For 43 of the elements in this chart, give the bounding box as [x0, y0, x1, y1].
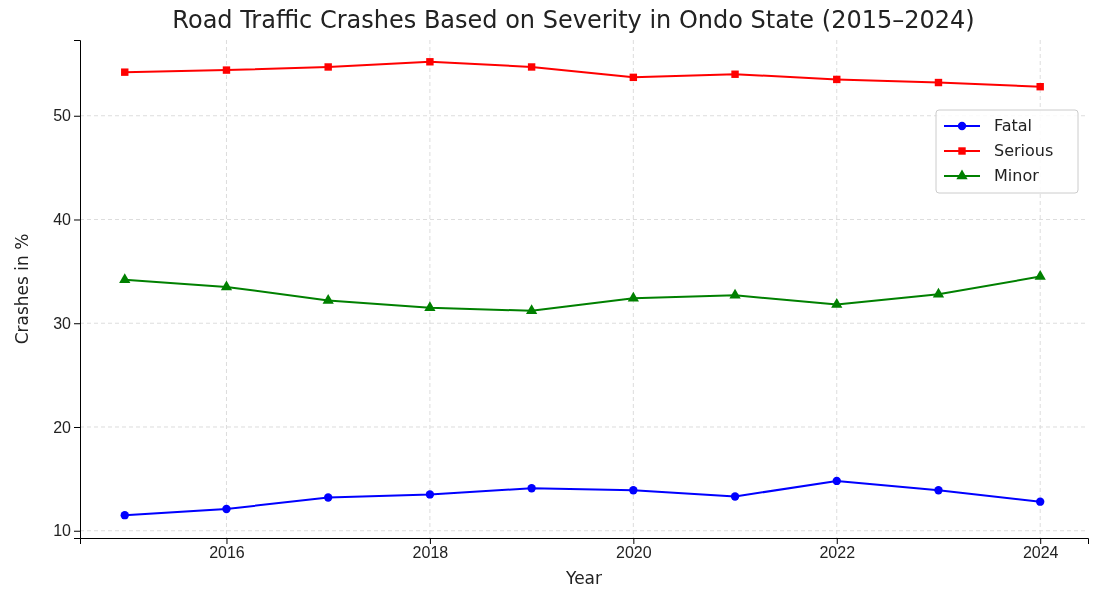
- point: [426, 58, 434, 66]
- point: [932, 287, 945, 298]
- y-tick-label: 30: [53, 314, 72, 332]
- point: [832, 476, 841, 486]
- y-axis-title: Crashes in %: [12, 233, 32, 345]
- y-tick-label: 50: [53, 107, 72, 125]
- x-tick-label: 2016: [209, 544, 245, 562]
- point: [729, 288, 741, 299]
- legend-label: Serious: [994, 141, 1054, 160]
- chart-title: Road Traffic Crashes Based on Severity in Ondo State (2015–2024): [172, 6, 975, 34]
- x-tick-label: 2018: [412, 544, 449, 562]
- point: [627, 291, 639, 302]
- point: [424, 301, 436, 311]
- point: [322, 293, 334, 304]
- point: [525, 304, 538, 315]
- point: [730, 492, 740, 501]
- point: [220, 280, 233, 291]
- x-tick-label: 2022: [819, 544, 856, 562]
- point: [119, 273, 131, 283]
- point: [324, 493, 333, 502]
- y-tick-label: 10: [53, 522, 72, 540]
- legend-label: Minor: [994, 166, 1040, 185]
- point: [934, 486, 943, 495]
- point: [731, 70, 739, 78]
- point: [324, 63, 332, 71]
- x-tick-label: 2024: [1022, 544, 1059, 562]
- point: [121, 68, 129, 76]
- x-tick-label: 2020: [616, 544, 652, 562]
- legend-label: Fatal: [994, 116, 1033, 135]
- point: [527, 63, 536, 71]
- point: [425, 490, 435, 499]
- point: [1036, 82, 1044, 91]
- point: [629, 486, 638, 495]
- point: [831, 298, 843, 308]
- point: [1036, 497, 1045, 506]
- point: [222, 504, 231, 514]
- y-tick-label: 20: [53, 418, 72, 436]
- point: [1034, 270, 1046, 280]
- y-tick-label: 40: [53, 211, 72, 229]
- x-axis-title: Year: [565, 568, 602, 588]
- point: [527, 484, 536, 493]
- point: [222, 66, 231, 74]
- point: [120, 511, 129, 520]
